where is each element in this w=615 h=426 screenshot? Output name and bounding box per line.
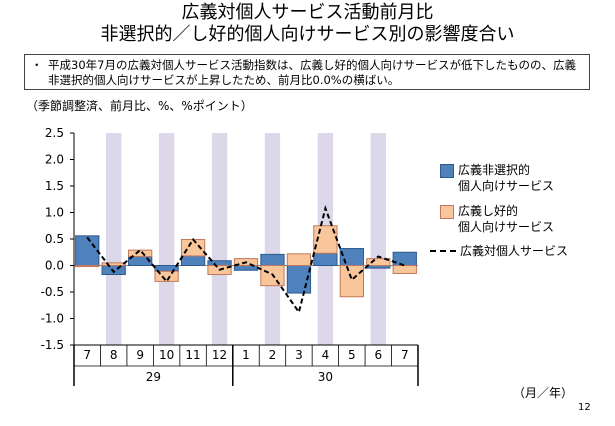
bar-preference <box>339 265 364 298</box>
bar-preference <box>75 265 100 268</box>
shaded-band <box>264 133 281 345</box>
period-unit-label: （月／年） <box>513 386 574 400</box>
year-label: 30 <box>318 370 333 384</box>
x-tick-label: 3 <box>295 348 303 362</box>
legend-nonselective-label-line1: 広義非選択的 <box>458 163 531 177</box>
shaded-band <box>106 133 122 345</box>
y-tick-label: -1.0 <box>41 312 64 326</box>
page-number: 12 <box>578 402 591 413</box>
note-bullet: ・ <box>31 58 43 72</box>
x-tick-label: 1 <box>242 348 250 362</box>
legend-preference-swatch <box>440 205 454 219</box>
x-tick-label: 12 <box>212 348 227 362</box>
y-tick-label: 1.0 <box>45 206 64 220</box>
bar-preference <box>286 253 312 266</box>
bar-preference <box>154 270 179 282</box>
x-tick-label: 7 <box>83 348 91 362</box>
legend-preference-label-line2: 個人向けサービス <box>458 220 555 234</box>
legend-total-label: 広義対個人サービス <box>460 244 569 258</box>
x-tick-label: 8 <box>110 348 118 362</box>
legend-nonselective-label-line2: 個人向けサービス <box>458 179 555 193</box>
legend-preference-label-line1: 広義し好的 <box>458 204 519 218</box>
y-tick-label: 0.5 <box>45 232 64 246</box>
y-tick-label: 0.0 <box>45 259 64 273</box>
shaded-band <box>370 133 386 345</box>
x-tick-label: 11 <box>185 348 200 362</box>
chart-title-line1: 広義対個人サービス活動前月比 <box>181 2 434 23</box>
x-tick-label: 2 <box>269 348 277 362</box>
x-tick-label: 10 <box>159 348 174 362</box>
shaded-band <box>158 133 175 345</box>
x-tick-label: 7 <box>401 348 409 362</box>
y-tick-label: -0.5 <box>41 285 64 299</box>
x-tick-label: 5 <box>348 348 356 362</box>
bar-nonselective <box>392 251 417 266</box>
summary-note-text: 平成30年7月の広義対個人サービス活動指数は、広義し好的個人向けサービスが低下し… <box>48 58 576 87</box>
shaded-band <box>211 133 228 345</box>
y-tick-label: 1.5 <box>45 179 64 193</box>
bar-preference <box>128 249 153 257</box>
y-tick-label: -1.5 <box>41 338 64 352</box>
x-tick-label: 6 <box>374 348 382 362</box>
year-label: 29 <box>146 370 161 384</box>
bar-preference <box>101 262 126 267</box>
x-tick-label: 4 <box>322 348 330 362</box>
summary-note-box: ・ 平成30年7月の広義対個人サービス活動指数は、広義し好的個人向けサービスが低… <box>24 54 590 90</box>
bar-nonselective <box>313 252 338 266</box>
y-tick-label: 2.5 <box>45 126 64 140</box>
total-line <box>86 204 406 315</box>
unit-label: （季節調整済、前月比、%、%ポイント） <box>26 99 253 113</box>
bar-nonselective <box>260 253 285 266</box>
bar-nonselective <box>233 265 259 271</box>
bar-preference <box>366 258 391 266</box>
legend-nonselective-swatch <box>440 164 454 178</box>
bar-nonselective <box>339 248 364 266</box>
y-tick-label: 2.0 <box>45 153 64 167</box>
legend-total-line <box>430 250 456 252</box>
x-tick-label: 9 <box>136 348 144 362</box>
chart-title-line2: 非選択的／し好的個人向けサービス別の影響度合い <box>100 24 515 45</box>
bar-preference <box>392 265 417 274</box>
bar-nonselective <box>75 235 100 267</box>
bar-nonselective <box>180 255 206 267</box>
